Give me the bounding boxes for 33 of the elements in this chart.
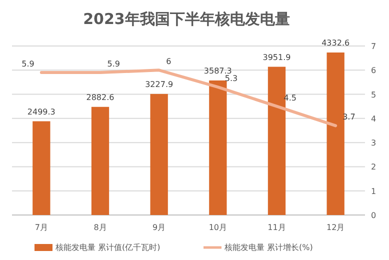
data-label: 5.3 bbox=[224, 74, 238, 84]
x-tick: 7月 bbox=[34, 223, 48, 232]
data-label: 2882.6 bbox=[86, 92, 114, 102]
x-tick: 9月 bbox=[152, 223, 166, 232]
data-label: 5.9 bbox=[22, 60, 34, 69]
bar bbox=[91, 106, 110, 215]
bar bbox=[268, 66, 286, 215]
x-tick: 10月 bbox=[208, 223, 227, 232]
data-label: 3951.9 bbox=[262, 52, 291, 62]
bar bbox=[209, 80, 227, 215]
data-label: 5.9 bbox=[107, 60, 120, 69]
y2-tick: 2 bbox=[371, 162, 376, 172]
data-label: 6 bbox=[166, 57, 172, 66]
y2-tick: 7 bbox=[371, 42, 376, 51]
data-label: 4332.6 bbox=[322, 38, 350, 48]
bar bbox=[326, 52, 344, 215]
legend-label: 核能发电量 累计值(亿千瓦时) bbox=[54, 243, 160, 252]
data-label: 2499.3 bbox=[27, 107, 56, 116]
y2-tick: 5 bbox=[371, 90, 376, 100]
bar bbox=[32, 121, 50, 215]
x-tick: 8月 bbox=[94, 223, 107, 232]
y2-tick: 1 bbox=[371, 186, 376, 196]
data-label: 3587.3 bbox=[204, 66, 232, 76]
data-label: 3227.9 bbox=[145, 80, 174, 89]
y2-tick: 0 bbox=[371, 211, 376, 220]
y2-tick: 3 bbox=[371, 138, 376, 148]
y2-tick: 6 bbox=[371, 66, 376, 76]
legend-label: 核能发电量 累计增长(%) bbox=[224, 243, 313, 252]
x-tick: 11月 bbox=[268, 223, 286, 232]
x-tick: 12月 bbox=[326, 223, 345, 232]
y2-tick: 4 bbox=[371, 114, 376, 124]
title: 2023年我国下半年核电发电量 bbox=[83, 10, 290, 28]
bar bbox=[150, 94, 168, 215]
